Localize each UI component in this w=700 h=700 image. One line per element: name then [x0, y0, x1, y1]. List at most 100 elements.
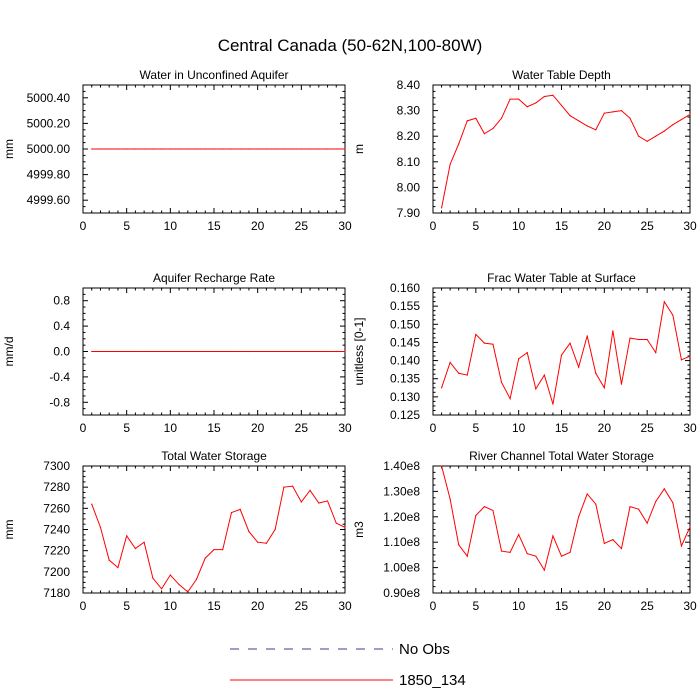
data-point [620, 547, 623, 550]
data-point [318, 502, 320, 504]
data-point [248, 350, 250, 353]
data-point [543, 569, 545, 571]
y-tick-label: 0.155 [390, 299, 420, 313]
data-point [309, 489, 311, 491]
data-point [283, 486, 285, 488]
data-point [586, 125, 588, 127]
y-tick-label: -0.4 [49, 370, 70, 384]
data-point [344, 148, 346, 150]
series-line-1850-134 [441, 465, 691, 572]
x-tick-label: 0 [430, 219, 437, 233]
data-point [152, 577, 154, 579]
y-tick-label: 8.10 [397, 155, 421, 169]
data-point [213, 148, 215, 150]
data-point [500, 550, 503, 552]
x-tick-label: 15 [207, 219, 221, 233]
data-point [569, 342, 571, 344]
y-axis-label: mm/d [2, 337, 16, 367]
plot-frame [432, 84, 691, 214]
chart-title: Water in Unconfined Aquifer [140, 68, 289, 82]
x-tick-label: 20 [251, 219, 265, 233]
x-tick-label: 0 [430, 599, 437, 613]
y-tick-label: 7300 [43, 459, 70, 473]
data-point [134, 350, 136, 353]
data-point [612, 539, 614, 541]
y-tick-label: 1.00e8 [383, 561, 420, 575]
data-point [440, 465, 443, 467]
data-point [265, 542, 267, 544]
data-point [560, 104, 563, 107]
page-title: Central Canada (50-62N,100-80W) [218, 36, 483, 55]
y-tick-label: 0.125 [390, 408, 420, 422]
data-point [663, 130, 665, 132]
y-tick-label: 8.20 [397, 129, 421, 143]
data-point [108, 148, 110, 150]
data-point [169, 574, 171, 576]
x-tick-label: 0 [80, 599, 87, 613]
data-point [204, 350, 206, 353]
y-tick-label: 5000.40 [27, 91, 71, 105]
data-point [595, 129, 597, 131]
x-tick-label: 10 [512, 219, 526, 233]
data-point [248, 148, 250, 150]
x-tick-label: 30 [683, 599, 697, 613]
data-point [265, 148, 267, 150]
chart-title: Water Table Depth [512, 68, 611, 82]
data-point [449, 163, 451, 165]
data-point [578, 120, 580, 122]
data-point [265, 350, 267, 353]
data-point [646, 338, 648, 341]
data-point [680, 118, 683, 121]
x-tick-label: 20 [598, 599, 612, 613]
data-point [169, 148, 171, 150]
series-line-1850-134 [441, 94, 691, 208]
x-tick-label: 20 [598, 421, 612, 435]
data-point [560, 555, 563, 557]
y-tick-label: 0.4 [53, 319, 70, 333]
data-point [283, 148, 285, 150]
chart-title: River Channel Total Water Storage [469, 449, 654, 463]
y-tick-label: 7260 [43, 501, 70, 515]
data-point [629, 337, 631, 339]
data-point [620, 383, 623, 385]
x-tick-label: 0 [430, 421, 437, 435]
chart-title: Frac Water Table at Surface [487, 271, 636, 285]
y-axis-label: m [352, 144, 366, 154]
series-line-1850-134 [91, 485, 346, 593]
data-point [257, 350, 259, 353]
y-axis-label: mm [2, 520, 16, 540]
data-point [300, 350, 302, 353]
data-point [213, 350, 215, 353]
data-point [655, 135, 657, 137]
data-point [134, 148, 136, 150]
data-point [483, 506, 485, 508]
x-tick-label: 10 [164, 599, 178, 613]
data-point [161, 148, 163, 150]
data-point [578, 516, 580, 518]
y-tick-label: 0.150 [390, 317, 420, 331]
x-tick-label: 10 [512, 421, 526, 435]
data-point [222, 148, 224, 150]
data-point [326, 500, 329, 502]
y-tick-label: -0.8 [49, 395, 70, 409]
data-point [475, 333, 477, 336]
data-point [518, 98, 520, 100]
x-tick-label: 20 [251, 599, 265, 613]
data-point [161, 588, 163, 590]
y-tick-label: 0.135 [390, 372, 420, 386]
x-tick-label: 15 [207, 421, 221, 435]
x-tick-label: 20 [251, 421, 265, 435]
data-point [672, 124, 674, 126]
data-point [552, 403, 554, 405]
data-point [569, 551, 571, 553]
data-point [680, 545, 683, 547]
data-point [552, 535, 554, 537]
data-point [283, 350, 285, 353]
data-point [449, 361, 451, 363]
data-point [187, 148, 189, 150]
data-point [169, 350, 171, 353]
data-point [292, 485, 294, 487]
data-point [612, 111, 614, 113]
x-tick-label: 25 [295, 599, 309, 613]
x-tick-label: 10 [164, 421, 178, 435]
